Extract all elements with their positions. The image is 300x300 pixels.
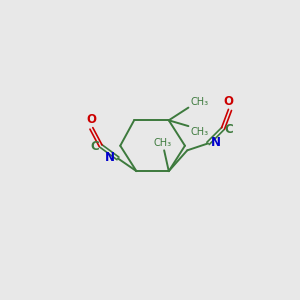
Text: O: O	[86, 113, 96, 126]
Text: O: O	[224, 94, 234, 108]
Text: N: N	[211, 136, 221, 149]
Text: C: C	[225, 123, 233, 136]
Text: CH₃: CH₃	[190, 97, 208, 107]
Text: N: N	[105, 152, 115, 164]
Text: CH₃: CH₃	[154, 139, 172, 148]
Text: CH₃: CH₃	[190, 127, 208, 137]
Text: C: C	[90, 140, 99, 153]
